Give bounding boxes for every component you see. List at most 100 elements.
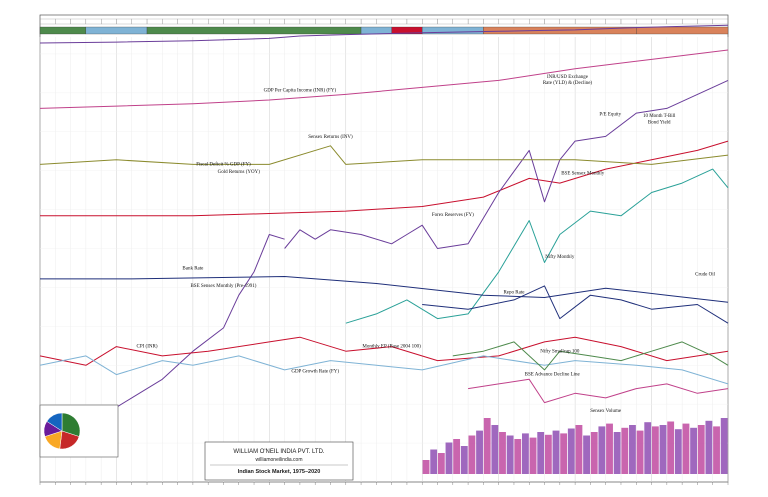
- year-cell: [284, 18, 301, 25]
- volume-bar: [690, 427, 698, 474]
- volume-bar: [697, 425, 705, 474]
- period-band: [146, 26, 362, 35]
- year-cell: [513, 18, 530, 25]
- annotation-label: Nifty Monthly: [545, 255, 575, 260]
- annotation-label: Crude Oil: [695, 273, 715, 278]
- year-cell: [253, 18, 270, 25]
- year-cell: [574, 18, 591, 25]
- annotation-label: Gold Returns (YOY): [218, 170, 261, 175]
- volume-bar: [575, 425, 583, 474]
- volume-bar: [483, 418, 491, 474]
- annotation-label: BSE Advance Decline Line: [525, 373, 581, 378]
- year-cell: [376, 18, 392, 25]
- period-band: [85, 26, 148, 35]
- series-line-smallcap: [452, 341, 729, 371]
- annotation-label: Fiscal Deficit % GDP (FY): [196, 162, 251, 167]
- year-cell: [269, 18, 285, 25]
- year-cell: [85, 18, 102, 25]
- volume-bar: [552, 430, 560, 474]
- year-cell: [666, 18, 683, 25]
- annotation-label: CPI (INR): [137, 345, 158, 350]
- volume-bar: [430, 449, 438, 474]
- volume-bar: [713, 426, 720, 474]
- volume-bar: [529, 437, 537, 474]
- period-band: [39, 26, 87, 35]
- volume-bars: [422, 418, 728, 474]
- brand-title: Indian Stock Market, 1975–2020: [238, 469, 321, 475]
- annotation-label: BSE Sensex Monthly (Pre-1991): [190, 284, 256, 289]
- volume-bar: [514, 439, 522, 474]
- year-cell: [681, 18, 698, 25]
- year-cell: [192, 18, 209, 25]
- year-cell: [636, 18, 652, 25]
- year-cell: [712, 18, 729, 25]
- period-band: [636, 26, 729, 35]
- annotation-label: GDP Per Capita Income (INR) (FY): [264, 89, 337, 94]
- period-band: [360, 26, 392, 35]
- volume-bar: [537, 432, 545, 474]
- series-line-advance_decline: [468, 378, 729, 404]
- year-cell: [177, 18, 194, 25]
- volume-bar: [644, 422, 652, 474]
- volume-bar: [659, 425, 667, 474]
- year-cell: [452, 18, 469, 25]
- year-cell: [39, 18, 56, 25]
- volume-bar: [445, 442, 453, 474]
- volume-bar: [422, 460, 430, 474]
- volume-bar: [598, 426, 606, 474]
- volume-bar: [621, 427, 629, 474]
- year-cell: [131, 18, 148, 25]
- annotation-label: INR/USD Exchange: [547, 75, 589, 80]
- annotation-label: Repo Rate: [503, 290, 525, 295]
- brand-company: WILLIAM O'NEIL INDIA PVT. LTD.: [233, 449, 324, 455]
- volume-bar: [583, 435, 590, 474]
- series-line-gold_returns: [39, 145, 729, 165]
- annotation-label: 10 Month T-Bill: [643, 114, 676, 119]
- year-cell: [544, 18, 560, 25]
- year-cell: [315, 18, 331, 25]
- year-cell: [467, 18, 484, 25]
- series-line-bank_rate: [40, 276, 729, 303]
- volume-bar: [705, 420, 713, 474]
- year-cell: [208, 18, 224, 25]
- year-cell: [299, 18, 316, 25]
- volume-bar: [613, 432, 621, 474]
- volume-bar: [674, 429, 682, 474]
- year-cell: [391, 18, 408, 25]
- series-line-cpi: [39, 336, 729, 366]
- series-line-gdp_per_capita: [39, 49, 729, 109]
- year-cell: [162, 18, 178, 25]
- annotation-label: GDP Growth Rate (FY): [291, 369, 339, 374]
- year-cell: [330, 18, 346, 25]
- annotation-label: BSE Sensex Monthly: [561, 172, 605, 177]
- volume-bar: [590, 432, 598, 474]
- series-line-gdp_growth: [39, 355, 729, 385]
- annotation-label: Nifty Smallcap 100: [540, 350, 580, 355]
- series-line-forex: [40, 140, 729, 217]
- series-line-nifty_monthly: [345, 168, 729, 324]
- annotation-label: Forex Reserves (FY): [432, 213, 474, 218]
- year-cell: [238, 18, 255, 25]
- volume-bar: [491, 425, 499, 474]
- year-cell: [697, 18, 713, 25]
- year-cell: [605, 18, 622, 25]
- year-cell: [223, 18, 239, 25]
- year-cell: [55, 18, 71, 25]
- series-lines: [39, 24, 729, 455]
- legend-pie: [39, 404, 119, 458]
- volume-bar: [720, 418, 728, 474]
- volume-bar: [544, 434, 552, 474]
- annotation-label: Monthly EP (Base 2004 100): [362, 345, 421, 350]
- volume-bar: [468, 435, 476, 474]
- year-cell: [559, 18, 576, 25]
- year-cell: [529, 18, 545, 25]
- top-period-band: [39, 18, 729, 35]
- brand-website: williamoneilindia.com: [256, 457, 303, 463]
- volume-bar: [682, 423, 690, 474]
- annotation-label: Bank Rate: [182, 267, 204, 272]
- year-cell: [651, 18, 667, 25]
- volume-bar: [606, 423, 613, 474]
